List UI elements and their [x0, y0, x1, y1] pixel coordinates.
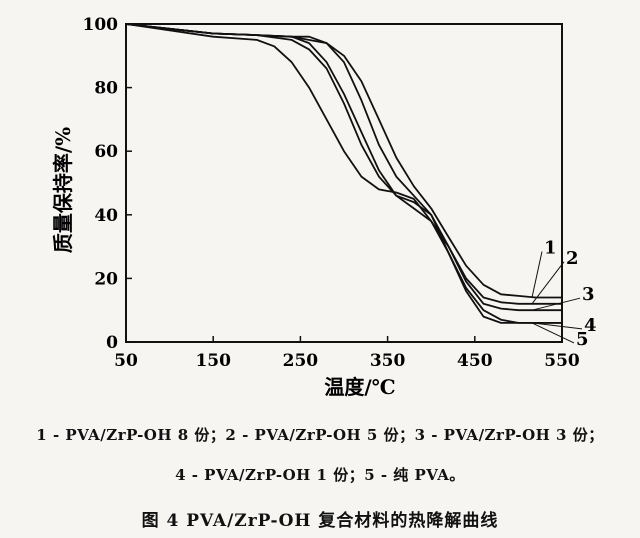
plot-frame: [125, 23, 563, 343]
y-tick-label: 60: [94, 142, 118, 162]
x-axis-label: 温度/℃: [324, 375, 395, 399]
series-leader-1: [531, 251, 543, 298]
series-labels: 1 23 45: [531, 237, 597, 350]
x-tick-label: 550: [544, 351, 580, 371]
series-label-4: 4: [584, 315, 597, 336]
axes: 50 150 250 350 450 550 0 20 40 60 80 100: [83, 15, 580, 371]
x-tick-label: 350: [370, 351, 406, 371]
series-label-1: 1: [544, 237, 557, 258]
legend-line-1: 1 - PVA/ZrP-OH 8 份；2 - PVA/ZrP-OH 5 份；3 …: [36, 426, 604, 444]
y-tick-label: 40: [94, 206, 118, 226]
series-label-2: 2: [566, 248, 579, 269]
series-leader-5: [531, 322, 575, 344]
series-label-5: 5: [576, 329, 589, 350]
y-tick-label: 100: [83, 15, 119, 35]
x-tick-label: 150: [195, 351, 231, 371]
figure-caption: 图 4 PVA/ZrP-OH 复合材料的热降解曲线: [141, 511, 499, 531]
y-axis-label: 质量保持率/%: [51, 127, 75, 253]
y-tick-label: 80: [94, 79, 118, 99]
x-tick-label: 250: [283, 351, 319, 371]
series-leader-2: [531, 261, 565, 305]
series-leader-3: [531, 297, 581, 311]
series-line-3: [125, 23, 562, 312]
series-line-4: [125, 23, 562, 324]
y-tick-label: 20: [94, 269, 118, 289]
x-tick-label: 450: [457, 351, 493, 371]
legend-line-2: 4 - PVA/ZrP-OH 1 份；5 - 纯 PVA。: [175, 466, 465, 484]
series-lines: [125, 23, 562, 324]
series-leader-4: [531, 322, 583, 330]
tg-chart: 50 150 250 350 450 550 0 20 40 60 80 100 1 23 45 温度/℃…: [51, 15, 597, 399]
series-line-1: [125, 23, 562, 299]
x-tick-label: 50: [114, 351, 138, 371]
series-line-5: [125, 23, 562, 324]
series-line-2: [125, 23, 562, 305]
y-tick-label: 0: [106, 333, 118, 353]
series-label-3: 3: [582, 284, 595, 305]
